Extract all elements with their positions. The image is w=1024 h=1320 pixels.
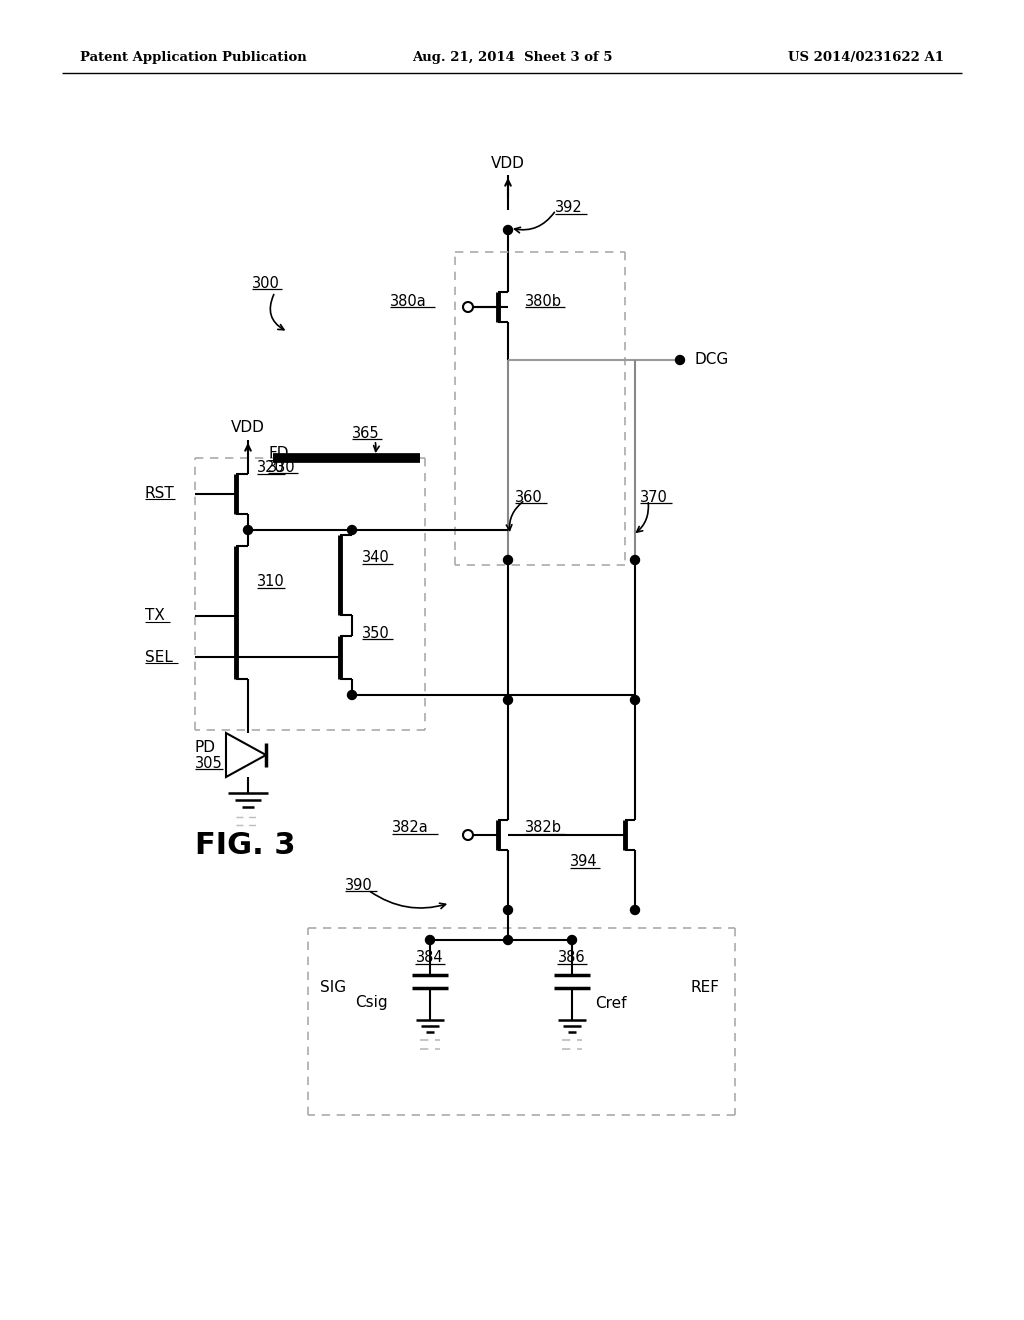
Text: 330: 330 bbox=[268, 459, 296, 474]
Text: 300: 300 bbox=[252, 276, 280, 290]
Text: 365: 365 bbox=[352, 425, 380, 441]
Circle shape bbox=[463, 302, 473, 312]
Text: 370: 370 bbox=[640, 490, 668, 504]
Text: FD: FD bbox=[268, 446, 289, 461]
Circle shape bbox=[631, 696, 640, 705]
Text: 340: 340 bbox=[362, 550, 390, 565]
Circle shape bbox=[426, 936, 434, 945]
Circle shape bbox=[676, 355, 684, 364]
Text: Aug. 21, 2014  Sheet 3 of 5: Aug. 21, 2014 Sheet 3 of 5 bbox=[412, 50, 612, 63]
Text: FIG. 3: FIG. 3 bbox=[195, 830, 296, 859]
Circle shape bbox=[347, 690, 356, 700]
Circle shape bbox=[504, 226, 512, 235]
Text: Patent Application Publication: Patent Application Publication bbox=[80, 50, 307, 63]
Text: 380b: 380b bbox=[525, 293, 562, 309]
Text: 386: 386 bbox=[558, 950, 586, 965]
Circle shape bbox=[463, 830, 473, 840]
Text: TX: TX bbox=[145, 609, 165, 623]
Text: 305: 305 bbox=[195, 755, 223, 771]
Circle shape bbox=[504, 556, 512, 565]
Text: RST: RST bbox=[145, 487, 175, 502]
Text: 360: 360 bbox=[515, 490, 543, 504]
Text: 382a: 382a bbox=[392, 821, 429, 836]
Text: REF: REF bbox=[690, 981, 719, 995]
Circle shape bbox=[631, 906, 640, 915]
Text: 394: 394 bbox=[570, 854, 598, 870]
Text: VDD: VDD bbox=[492, 156, 525, 170]
Circle shape bbox=[504, 936, 512, 945]
Circle shape bbox=[464, 830, 472, 840]
Text: 384: 384 bbox=[416, 950, 443, 965]
Circle shape bbox=[347, 525, 356, 535]
Text: PD: PD bbox=[195, 741, 216, 755]
Text: 390: 390 bbox=[345, 878, 373, 892]
Circle shape bbox=[504, 696, 512, 705]
Text: 382b: 382b bbox=[525, 821, 562, 836]
Text: SEL: SEL bbox=[145, 649, 173, 664]
Text: VDD: VDD bbox=[231, 421, 265, 436]
Text: Csig: Csig bbox=[355, 995, 388, 1011]
Text: 320: 320 bbox=[257, 461, 285, 475]
Text: Cref: Cref bbox=[595, 995, 627, 1011]
Text: US 2014/0231622 A1: US 2014/0231622 A1 bbox=[788, 50, 944, 63]
Text: 392: 392 bbox=[555, 201, 583, 215]
Circle shape bbox=[244, 525, 253, 535]
Text: SIG: SIG bbox=[319, 981, 346, 995]
Circle shape bbox=[567, 936, 577, 945]
Text: 350: 350 bbox=[362, 626, 390, 640]
Text: 380a: 380a bbox=[390, 293, 427, 309]
Circle shape bbox=[631, 556, 640, 565]
Text: DCG: DCG bbox=[695, 352, 729, 367]
Circle shape bbox=[504, 906, 512, 915]
Text: 310: 310 bbox=[257, 574, 285, 590]
